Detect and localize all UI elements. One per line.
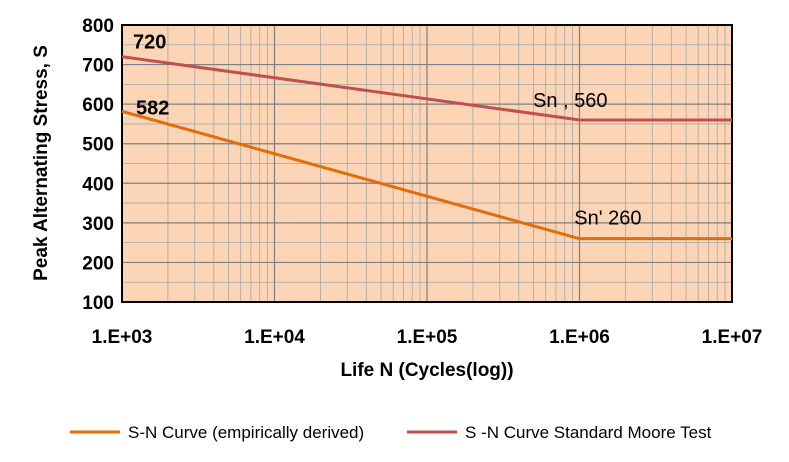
legend-label-1: S-N Curve (empirically derived): [128, 423, 364, 442]
minor-gridlines: [122, 25, 732, 302]
x-axis-title: Life N (Cycles(log)): [340, 360, 513, 381]
annotation-label: Sn , 560: [533, 90, 608, 112]
y-tick-label: 200: [82, 253, 114, 274]
y-tick-label: 300: [82, 214, 114, 235]
x-axis-tick-labels: 1.E+03 1.E+04 1.E+05 1.E+06 1.E+07: [92, 327, 763, 348]
x-tick-label: 1.E+05: [397, 327, 458, 348]
y-axis-tick-labels: 100 200 300 400 500 600 700 800: [82, 16, 114, 314]
y-tick-label: 700: [82, 56, 114, 77]
annotation-label: 582: [136, 97, 169, 119]
y-tick-label: 100: [82, 293, 114, 314]
plot-border: [121, 24, 733, 303]
series-line-2: [121, 55, 732, 122]
x-tick-label: 1.E+06: [549, 327, 610, 348]
annotation-label: 720: [133, 32, 166, 54]
y-tick-label: 600: [82, 95, 114, 116]
y-tick-label: 500: [82, 135, 114, 156]
legend-label-2: S -N Curve Standard Moore Test: [465, 423, 712, 442]
y-tick-label: 800: [82, 16, 114, 37]
series-line-1: [121, 109, 732, 241]
y-axis-title: Peak Alternating Stress, S: [31, 45, 52, 281]
legend: S-N Curve (empirically derived) S -N Curv…: [70, 423, 712, 442]
x-tick-label: 1.E+04: [244, 327, 305, 348]
y-tick-label: 400: [82, 174, 114, 195]
annotations: 720 582 Sn , 560 Sn' 260: [133, 32, 642, 230]
x-tick-label: 1.E+03: [92, 327, 153, 348]
x-tick-label: 1.E+07: [702, 327, 763, 348]
annotation-label: Sn' 260: [574, 208, 641, 230]
series-layer: [121, 55, 732, 241]
